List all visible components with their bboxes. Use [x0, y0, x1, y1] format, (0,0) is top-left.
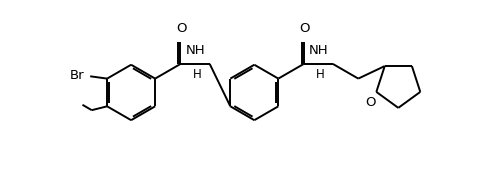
Text: H: H: [316, 68, 325, 81]
Text: NH: NH: [309, 44, 328, 57]
Text: Br: Br: [70, 69, 84, 82]
Text: H: H: [193, 68, 202, 81]
Text: NH: NH: [185, 44, 205, 57]
Text: O: O: [365, 96, 375, 109]
Text: O: O: [299, 22, 310, 36]
Text: O: O: [176, 22, 186, 36]
